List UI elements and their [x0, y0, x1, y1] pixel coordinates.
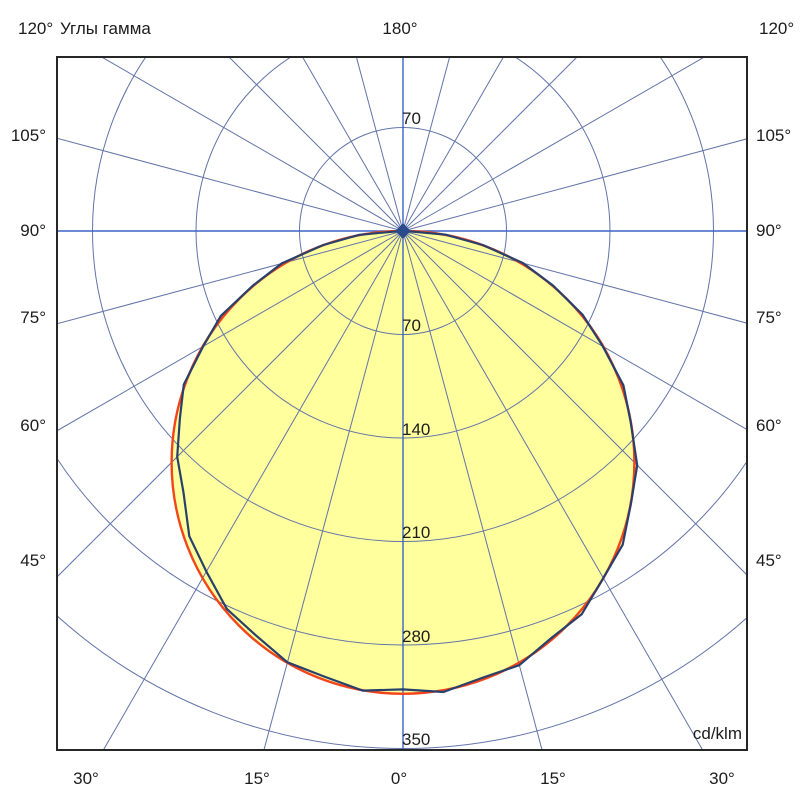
gamma-label-left-105: 105°	[11, 126, 46, 145]
gamma-label-right-105: 105°	[756, 126, 791, 145]
ring-label-70-upper: 70	[402, 109, 421, 128]
ring-label-350: 350	[402, 730, 430, 749]
gamma-label-bottom-0: 0°	[391, 769, 407, 788]
gamma-label-left-60: 60°	[20, 416, 46, 435]
chart-title: Углы гамма	[60, 19, 151, 38]
gamma-label-top-center: 180°	[382, 19, 417, 38]
gamma-label-bottom-30l: 30°	[73, 769, 99, 788]
gamma-label-bottom-15r: 15°	[540, 769, 566, 788]
gamma-label-left-45: 45°	[20, 551, 46, 570]
unit-label: cd/klm	[693, 724, 742, 743]
ring-label-140: 140	[402, 420, 430, 439]
ring-label-280: 280	[402, 627, 430, 646]
gamma-label-right-60: 60°	[756, 416, 782, 435]
gamma-label-right-90: 90°	[756, 221, 782, 240]
gamma-label-left-90: 90°	[20, 221, 46, 240]
gamma-label-bottom-30r: 30°	[709, 769, 735, 788]
ring-label-70: 70	[402, 316, 421, 335]
gamma-label-right-45: 45°	[756, 551, 782, 570]
gamma-label-right-75: 75°	[756, 308, 782, 327]
gamma-label-bottom-15l: 15°	[244, 769, 270, 788]
plot-border	[56, 56, 748, 751]
gamma-label-top-right: 120°	[759, 19, 794, 38]
gamma-label-left-75: 75°	[20, 308, 46, 327]
gamma-label-top-left: 120°	[18, 19, 53, 38]
ring-label-210: 210	[402, 523, 430, 542]
